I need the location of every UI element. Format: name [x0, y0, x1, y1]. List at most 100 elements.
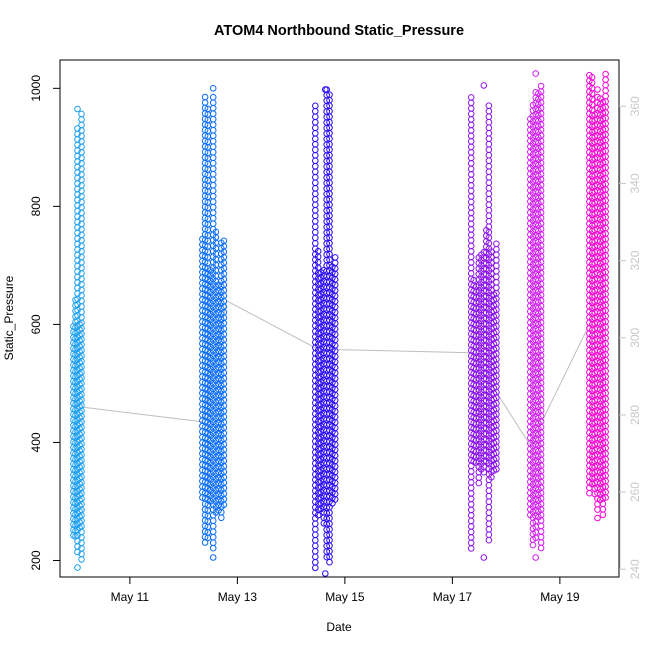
data-point	[312, 113, 319, 121]
y-tick-label: 600	[29, 314, 43, 334]
data-point	[485, 514, 493, 522]
series-6	[586, 70, 609, 522]
data-point-min	[322, 570, 329, 577]
data-point	[312, 124, 319, 132]
data-point	[312, 130, 319, 137]
data-point	[485, 184, 493, 192]
data-point	[209, 220, 217, 227]
data-point	[493, 251, 500, 259]
data-point	[467, 171, 475, 178]
data-point	[485, 190, 493, 197]
data-point	[209, 539, 217, 547]
data-point	[467, 259, 475, 266]
data-point	[485, 492, 493, 500]
data-point	[485, 536, 493, 544]
data-point	[467, 242, 475, 250]
data-point	[312, 163, 319, 170]
data-point	[209, 528, 217, 536]
data-point	[201, 93, 209, 101]
data-point	[209, 198, 217, 205]
data-point	[537, 539, 545, 546]
data-point-max	[532, 70, 540, 77]
data-point	[467, 198, 475, 206]
data-point	[209, 132, 217, 139]
data-point	[529, 541, 537, 549]
x-tick-label: May 15	[325, 590, 365, 604]
data-point-max	[322, 86, 329, 93]
data-point	[209, 126, 217, 134]
data-point	[467, 176, 475, 184]
data-point-max	[74, 105, 81, 113]
y2-tick-label: 320	[628, 250, 642, 270]
data-point	[201, 99, 209, 106]
y-tick-label: 800	[29, 196, 43, 216]
data-point	[485, 509, 493, 517]
data-point	[467, 116, 475, 123]
data-point	[467, 187, 475, 195]
data-point	[493, 257, 500, 264]
data-point	[475, 479, 483, 487]
data-point	[209, 148, 217, 156]
data-point	[485, 525, 493, 533]
data-point	[467, 204, 475, 211]
data-point	[467, 545, 475, 552]
data-point	[537, 82, 545, 90]
data-point	[312, 520, 319, 528]
data-point	[209, 110, 217, 117]
data-point	[209, 137, 217, 145]
x-axis-label: Date	[326, 620, 352, 634]
data-point	[218, 514, 225, 522]
data-point	[467, 138, 475, 145]
data-point-min	[209, 554, 217, 561]
data-point	[485, 487, 493, 495]
y-axis-label: Static_Pressure	[2, 275, 16, 360]
data-point	[537, 544, 545, 552]
data-point-min	[594, 514, 601, 522]
data-point	[485, 212, 493, 219]
data-point	[312, 526, 319, 533]
data-point	[485, 217, 493, 225]
data-point	[602, 81, 609, 89]
data-point	[78, 121, 85, 129]
x-tick-label: May 19	[540, 590, 580, 604]
data-point	[485, 102, 493, 109]
data-point	[485, 173, 493, 181]
data-point	[467, 94, 475, 101]
data-point	[312, 537, 319, 544]
data-point	[209, 121, 217, 128]
data-point	[493, 262, 500, 270]
data-point	[467, 182, 475, 189]
data-point	[209, 187, 217, 194]
data-point	[312, 548, 319, 555]
y2-tick-label: 260	[628, 482, 642, 502]
y-tick-label: 1000	[29, 75, 43, 102]
data-point	[493, 268, 500, 275]
y-axis-right: 240 260 280 300 320 340 360	[619, 96, 642, 579]
data-point	[467, 149, 475, 156]
data-point	[493, 284, 500, 292]
data-point	[312, 201, 319, 209]
data-point	[467, 165, 475, 173]
data-point	[488, 473, 495, 481]
data-point	[602, 92, 609, 100]
data-point	[312, 531, 319, 539]
data-point	[467, 127, 475, 134]
data-point	[467, 495, 475, 503]
data-point	[209, 517, 217, 525]
data-point	[485, 151, 493, 159]
data-point	[467, 154, 475, 162]
series-1	[70, 105, 85, 571]
data-point	[467, 160, 475, 167]
y2-tick-label: 280	[628, 405, 642, 425]
data-point	[209, 165, 217, 172]
data-point	[599, 511, 607, 519]
data-point	[467, 479, 475, 486]
data-point	[209, 203, 217, 211]
data-point	[209, 93, 217, 101]
data-point	[331, 254, 339, 261]
data-point	[323, 553, 331, 561]
data-point	[209, 104, 217, 112]
data-point	[467, 220, 475, 228]
data-point	[485, 146, 493, 153]
data-point	[467, 226, 475, 233]
